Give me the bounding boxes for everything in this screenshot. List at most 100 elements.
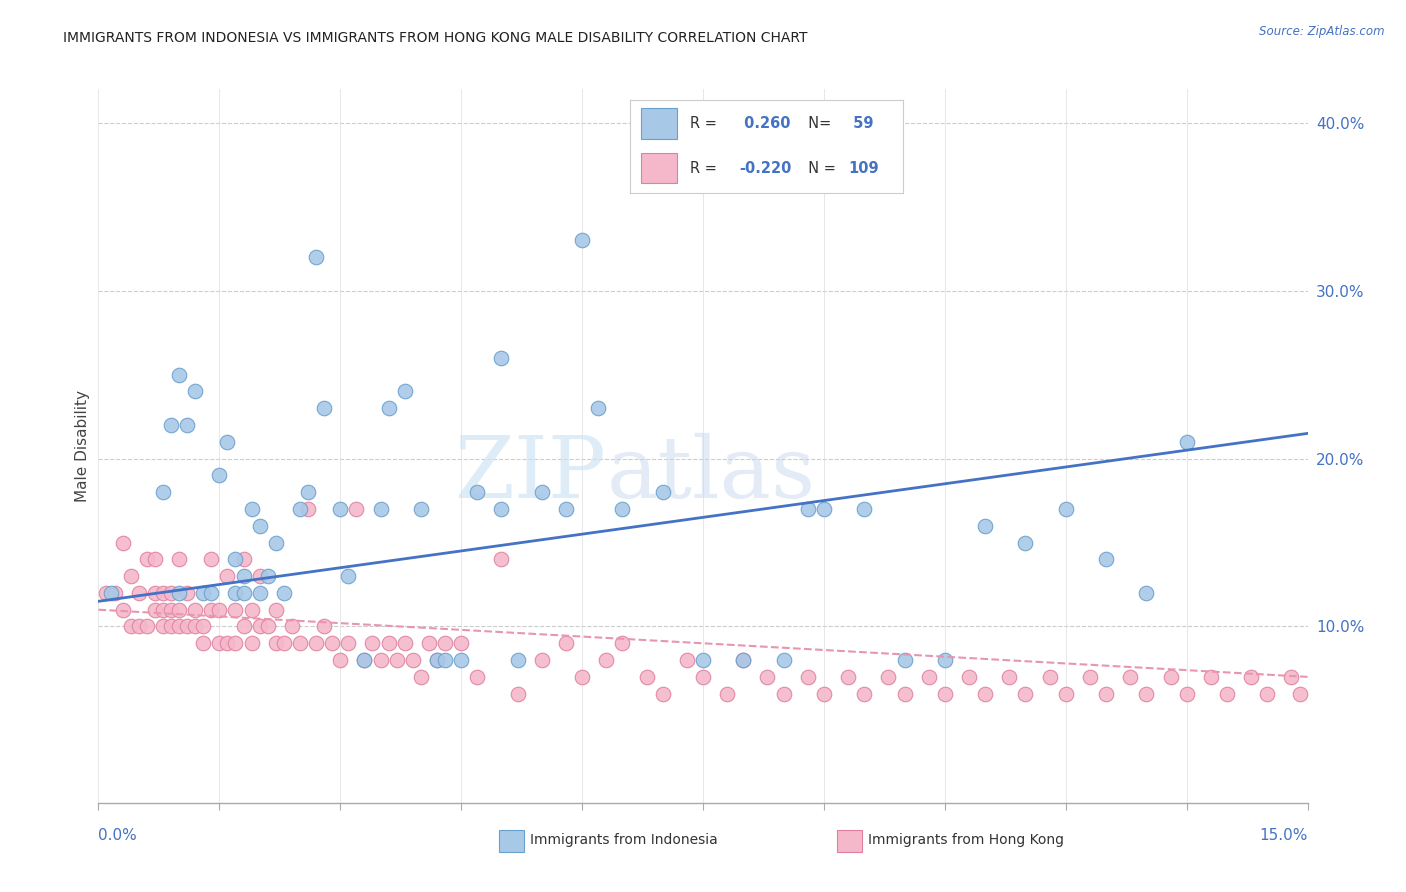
Text: 59: 59 [848,116,873,131]
Point [200,552,222,566]
Point [200,603,222,617]
Point [772,687,794,701]
Point [264,636,287,650]
Point [918,670,941,684]
Point [240,502,263,516]
Point [217,636,239,650]
Point [321,636,343,650]
Text: atlas: atlas [606,433,815,516]
Point [555,502,578,516]
Point [111,603,134,617]
Point [530,653,553,667]
Point [152,586,174,600]
Point [167,586,190,600]
Point [893,653,915,667]
Y-axis label: Male Disability: Male Disability [75,390,90,502]
Point [974,687,997,701]
Point [409,502,432,516]
Point [837,670,859,684]
Point [530,485,553,500]
Point [273,586,295,600]
Point [100,586,122,600]
Point [797,502,820,516]
Point [135,619,157,633]
Point [1281,670,1303,684]
Point [450,653,472,667]
Point [893,687,915,701]
Point [370,653,392,667]
Point [256,569,278,583]
Point [232,552,254,566]
Point [692,653,714,667]
Point [135,552,157,566]
Point [361,636,384,650]
Point [1014,535,1036,549]
Point [491,502,513,516]
Point [120,569,142,583]
Point [998,670,1021,684]
Point [434,636,457,650]
Point [733,653,755,667]
Point [1175,434,1198,449]
Point [273,636,295,650]
Point [1160,670,1182,684]
Point [264,535,287,549]
Point [853,687,876,701]
Point [143,603,166,617]
Point [586,401,609,416]
Point [636,670,658,684]
Point [249,586,271,600]
Point [450,636,472,650]
Point [232,569,254,583]
Point [160,586,183,600]
Point [377,401,399,416]
Point [232,619,254,633]
Text: Immigrants from Hong Kong: Immigrants from Hong Kong [868,833,1063,847]
Point [152,485,174,500]
Point [1175,687,1198,701]
Point [128,586,150,600]
Point [305,636,328,650]
Point [1054,687,1077,701]
Point [692,670,714,684]
Text: 0.260: 0.260 [740,116,790,131]
Point [465,670,488,684]
Text: IMMIGRANTS FROM INDONESIA VS IMMIGRANTS FROM HONG KONG MALE DISABILITY CORRELATI: IMMIGRANTS FROM INDONESIA VS IMMIGRANTS … [63,31,808,45]
Point [733,653,755,667]
Point [288,502,311,516]
Point [232,586,254,600]
Text: R =: R = [690,116,721,131]
Point [1256,687,1278,701]
Point [612,636,634,650]
Point [111,535,134,549]
Point [264,603,287,617]
Point [651,687,673,701]
Point [651,485,673,500]
Point [337,569,360,583]
Point [160,603,183,617]
Point [1054,502,1077,516]
Point [813,687,835,701]
Point [167,603,190,617]
Point [329,653,352,667]
Point [1039,670,1062,684]
Point [224,586,246,600]
Point [152,603,174,617]
Text: N=: N= [799,116,837,131]
Point [1216,687,1239,701]
Point [394,636,416,650]
Point [208,636,231,650]
Point [1014,687,1036,701]
Point [128,619,150,633]
Text: 109: 109 [848,161,879,176]
Point [184,619,207,633]
Point [176,619,198,633]
Point [394,384,416,399]
Point [676,653,699,667]
Point [612,502,634,516]
Bar [641,108,676,139]
Point [426,653,449,667]
Point [240,636,263,650]
Point [193,586,215,600]
Point [176,417,198,432]
